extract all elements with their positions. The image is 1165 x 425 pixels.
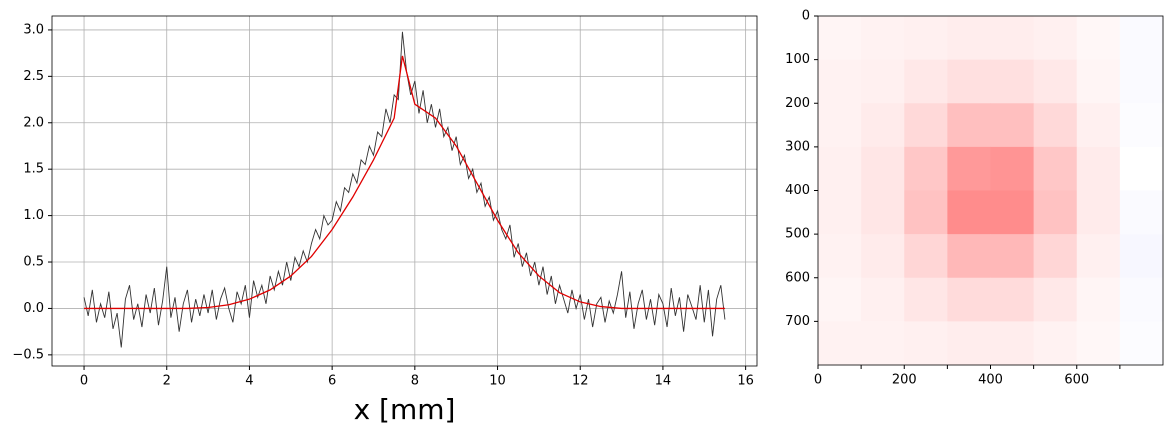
heatmap-cell [1076,321,1121,366]
heatmap-cell [904,234,948,279]
heatmap-cell [904,16,948,61]
heatmap-cell [904,277,948,322]
heatmap-cell [1119,190,1164,235]
heatmap-cell [818,277,862,322]
x-tick-label: 14 [655,374,672,389]
heatmap-cell [818,190,862,235]
heatmap-cell [904,103,948,148]
x-tick-label: 12 [572,374,589,389]
y-tick-label: 700 [785,314,810,329]
heatmap-cell [904,59,948,104]
y-tick-label: 400 [785,183,810,198]
heatmap-cell [1033,190,1078,235]
heatmap-cell [990,277,1035,322]
x-tick-label: 400 [978,373,1003,388]
heatmap-cell [947,103,991,148]
data-line [84,55,725,310]
heatmap-cell [861,146,905,191]
y-tick-label: 1.0 [23,208,44,223]
x-tick-label: 10 [489,374,506,389]
heatmap-cell [904,146,948,191]
heatmap-cell [904,321,948,366]
heatmap-cell [1119,321,1164,366]
x-tick-label: 600 [1064,373,1089,388]
heatmap-cell [861,16,905,61]
heatmap-cell [818,16,862,61]
heatmap-cell [818,146,862,191]
y-tick-label: 600 [785,270,810,285]
y-tick-label: 0.0 [23,301,44,316]
heatmap-cell [1076,59,1121,104]
y-tick-label: 2.5 [23,69,44,84]
heatmap-cell [1076,190,1121,235]
x-axis-label: x [mm] [354,393,456,425]
y-tick-label: 200 [785,96,810,111]
heatmap-cell [818,59,862,104]
x-tick-label: 0 [80,374,88,389]
heatmap-cell [1119,277,1164,322]
heatmap-cell [947,146,991,191]
heatmap-cell [947,321,991,366]
axes-frame [51,15,758,367]
axes-frame [817,15,1164,366]
heatmap-cell [947,59,991,104]
y-tick-label: 0.5 [23,255,44,270]
heatmap-cell [861,321,905,366]
heatmap-cell [1033,16,1078,61]
x-tick-label: 8 [411,374,419,389]
y-tick-label: 1.5 [23,162,44,177]
y-tick-label: 100 [785,52,810,67]
heatmap-cell [1119,146,1164,191]
heatmap-cell [1119,234,1164,279]
data-line [83,31,726,348]
heatmap-cell [947,277,991,322]
heatmap-cell [904,190,948,235]
x-tick-label: 4 [245,374,253,389]
heatmap-cell [1033,103,1078,148]
heatmap-cell [1033,146,1078,191]
heatmap-cell [990,146,1035,191]
heatmap-cell [1033,277,1078,322]
heatmap-cell [818,234,862,279]
heatmap-cell [947,190,991,235]
heatmap-cell [1076,16,1121,61]
heatmap-cell [1033,321,1078,366]
heatmap-cell [990,59,1035,104]
y-tick-label: 0 [802,9,810,24]
heatmap-cell [990,234,1035,279]
heatmap-cell [1076,103,1121,148]
heatmap-cell [990,321,1035,366]
heatmap-cell [990,190,1035,235]
x-tick-label: 2 [163,374,171,389]
heatmap-cell [1076,146,1121,191]
x-tick-label: 16 [737,374,754,389]
y-tick-label: −0.5 [12,347,44,362]
y-tick-label: 500 [785,227,810,242]
heatmap-cell [947,16,991,61]
x-tick-label: 6 [328,374,336,389]
y-tick-label: 3.0 [23,22,44,37]
x-tick-label: 200 [892,373,917,388]
heatmap-cell [1033,59,1078,104]
heatmap-cell [1119,103,1164,148]
x-tick-label: 0 [814,373,822,388]
heatmap-cell [947,234,991,279]
heatmap-cell [861,190,905,235]
heatmap-cell [861,277,905,322]
heatmap-cell [818,103,862,148]
y-tick-label: 2.0 [23,115,44,130]
heatmap-cell [818,321,862,366]
y-tick-label: 300 [785,139,810,154]
heatmap-cell [1076,234,1121,279]
heatmap-cell [861,103,905,148]
heatmap-cell [1119,59,1164,104]
heatmap-cell [990,16,1035,61]
heatmap-cell [1119,16,1164,61]
heatmap-cell [861,234,905,279]
heatmap-cell [861,59,905,104]
heatmap-cell [1076,277,1121,322]
heatmap-cell [1033,234,1078,279]
heatmap-cell [990,103,1035,148]
